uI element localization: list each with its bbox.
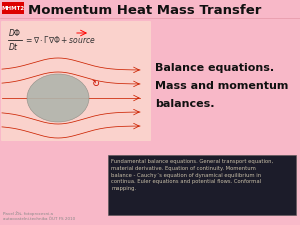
Text: balances.: balances. [155, 99, 214, 109]
FancyBboxPatch shape [2, 2, 24, 14]
Text: Momentum Heat Mass Transfer: Momentum Heat Mass Transfer [28, 4, 261, 18]
Text: $Dt$: $Dt$ [8, 41, 19, 52]
Text: MHMT2: MHMT2 [2, 6, 25, 11]
FancyBboxPatch shape [108, 155, 296, 215]
Ellipse shape [27, 74, 89, 122]
Text: Mass and momentum: Mass and momentum [155, 81, 288, 91]
Text: Pavel Žíš, fotoprocesni.a
autoovatelni.technika ÖUT FS 2010: Pavel Žíš, fotoprocesni.a autoovatelni.t… [3, 211, 75, 221]
FancyBboxPatch shape [1, 21, 151, 141]
Text: $= \nabla \cdot \Gamma \nabla\Phi + source$: $= \nabla \cdot \Gamma \nabla\Phi + sour… [24, 34, 96, 45]
Text: Fundamental balance equations. General transport equation,
material derivative. : Fundamental balance equations. General t… [111, 159, 273, 191]
Text: $D\Phi$: $D\Phi$ [8, 27, 21, 38]
Text: $\circlearrowright$: $\circlearrowright$ [91, 78, 101, 88]
Text: Balance equations.: Balance equations. [155, 63, 274, 73]
